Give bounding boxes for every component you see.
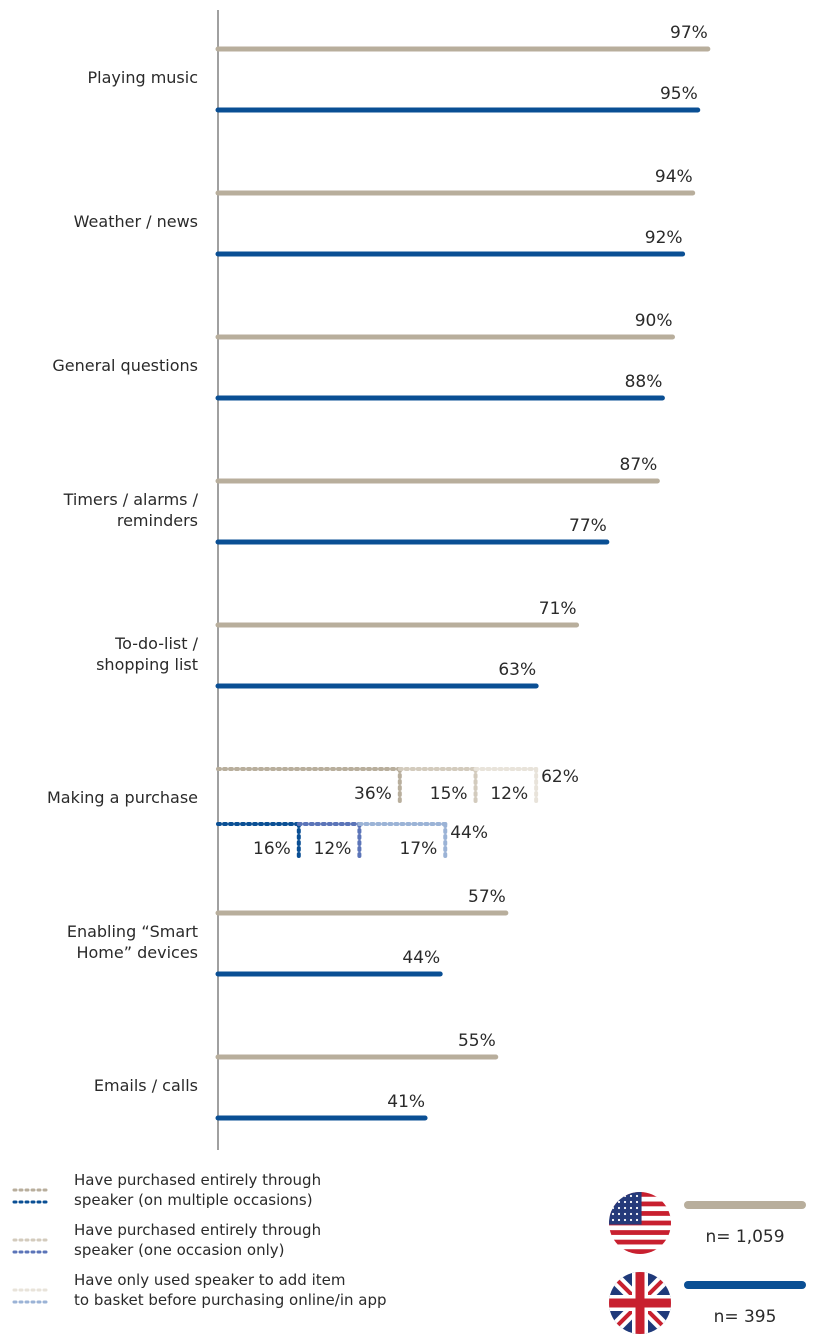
- category-label-line: Emails / calls: [93, 1076, 198, 1095]
- legend-item: Have purchased entirely through speaker (…: [74, 1220, 394, 1260]
- us-sample-size: n= 1,059: [705, 1227, 784, 1247]
- category-label: To-do-list / shopping list: [0, 633, 198, 675]
- legend-item: Have only used speaker to add item to bas…: [74, 1270, 394, 1310]
- us-flag-icon: [609, 1192, 671, 1254]
- uk-value-label: 41%: [387, 1092, 425, 1112]
- uk-value-label: 63%: [498, 660, 536, 680]
- us-value-label: 55%: [458, 1031, 496, 1051]
- uk-flag-icon: [609, 1272, 671, 1334]
- legend-item-line: Have purchased entirely through: [74, 1221, 322, 1239]
- category-label-line: Making a purchase: [46, 788, 198, 807]
- uk-value-label: 95%: [660, 84, 698, 104]
- us-value-label: 97%: [670, 23, 708, 43]
- us-value-label: 62%: [541, 767, 579, 787]
- legend-item-line: to basket before purchasing online/in ap…: [74, 1291, 387, 1309]
- us-value-label: 90%: [635, 311, 673, 331]
- us-value-label: 87%: [620, 455, 658, 475]
- category-label: Timers / alarms / reminders: [0, 489, 198, 531]
- category-label-line: General questions: [52, 356, 198, 375]
- us-value-label: 71%: [539, 599, 577, 619]
- uk-purchase-segment-label: 17%: [399, 839, 437, 859]
- legend-item-line: Have purchased entirely through: [74, 1171, 322, 1189]
- uk-value-label: 44%: [450, 823, 488, 843]
- category-label-line: reminders: [116, 510, 198, 530]
- category-label: Enabling “Smart Home” devices: [0, 921, 198, 963]
- category-label: Weather / news: [0, 211, 198, 232]
- uk-value-label: 88%: [625, 372, 663, 392]
- uk-sample-size: n= 395: [714, 1307, 777, 1327]
- category-label: Making a purchase: [0, 787, 198, 808]
- uk-value-label: 77%: [569, 516, 607, 536]
- category-label-line: shopping list: [96, 654, 198, 674]
- us-purchase-segment-label: 36%: [354, 784, 392, 804]
- us-purchase-segment-label: 15%: [430, 784, 468, 804]
- uk-purchase-segment-label: 16%: [253, 839, 291, 859]
- uk-purchase-segment-label: 12%: [314, 839, 352, 859]
- legend-item-line: speaker (one occasion only): [74, 1241, 285, 1259]
- us-value-label: 94%: [655, 167, 693, 187]
- us-value-label: 57%: [468, 887, 506, 907]
- category-label-line: To-do-list /: [115, 633, 198, 653]
- us-purchase-segment-label: 12%: [490, 784, 528, 804]
- uk-value-label: 44%: [402, 948, 440, 968]
- legend-item: Have purchased entirely through speaker (…: [74, 1170, 394, 1210]
- category-label: Playing music: [0, 67, 199, 88]
- category-label-line: Home” devices: [76, 942, 198, 962]
- category-label-line: Timers / alarms /: [63, 489, 198, 509]
- uk-value-label: 92%: [645, 228, 683, 248]
- category-label-line: Enabling “Smart: [66, 921, 198, 941]
- category-label-line: Playing music: [87, 68, 199, 87]
- legend-item-line: Have only used speaker to add item: [74, 1271, 346, 1289]
- legend-item-line: speaker (on multiple occasions): [74, 1191, 313, 1209]
- category-label: Emails / calls: [0, 1075, 198, 1096]
- category-label-line: Weather / news: [73, 212, 198, 231]
- category-label: General questions: [0, 355, 198, 376]
